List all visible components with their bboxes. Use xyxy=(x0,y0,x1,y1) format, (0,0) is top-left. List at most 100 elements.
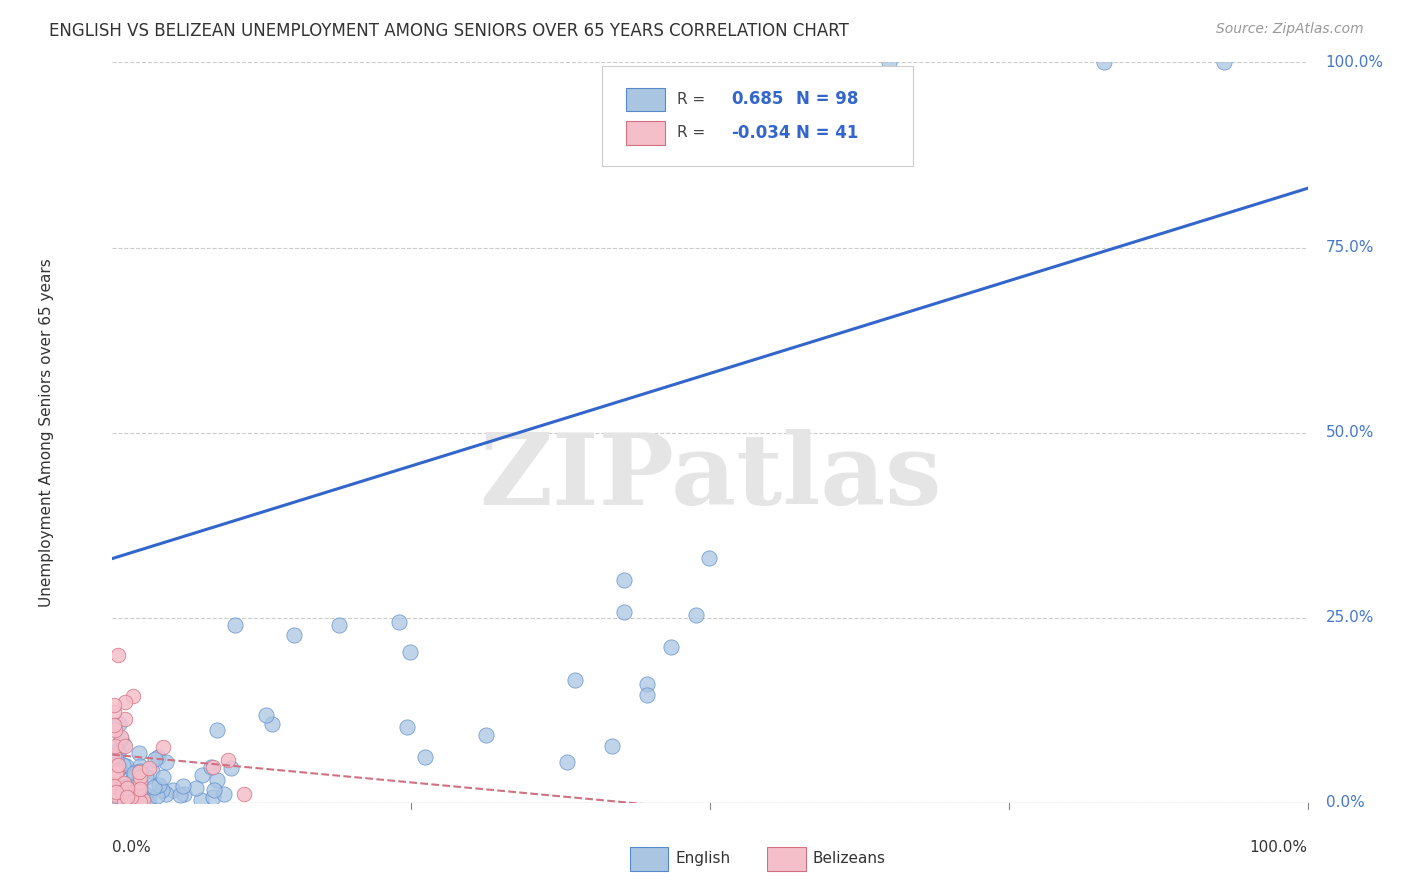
Point xyxy=(115,793,138,807)
Point xyxy=(128,795,150,809)
Point xyxy=(128,777,150,791)
Point xyxy=(202,783,225,797)
Point xyxy=(110,732,132,747)
Point xyxy=(105,784,128,798)
Point xyxy=(103,705,125,719)
Point xyxy=(107,746,129,760)
Point xyxy=(142,780,165,794)
Point xyxy=(114,695,136,709)
Point xyxy=(129,759,152,773)
Point xyxy=(103,723,125,737)
Text: -0.034: -0.034 xyxy=(731,124,792,142)
Point xyxy=(103,698,125,712)
Point xyxy=(224,618,246,632)
Point xyxy=(112,795,135,809)
Point xyxy=(103,787,125,801)
Point xyxy=(104,784,127,798)
Point xyxy=(138,761,160,775)
Text: N = 98: N = 98 xyxy=(796,90,859,109)
Point xyxy=(233,787,256,801)
FancyBboxPatch shape xyxy=(627,87,665,112)
Point xyxy=(135,795,157,809)
Point xyxy=(107,716,129,731)
Text: N = 41: N = 41 xyxy=(796,124,859,142)
Point xyxy=(111,794,134,808)
Point xyxy=(254,708,277,723)
Point xyxy=(388,615,411,630)
Point xyxy=(143,752,166,766)
Point xyxy=(121,780,143,794)
Point xyxy=(107,764,129,778)
Point xyxy=(128,764,150,778)
Point xyxy=(121,689,143,703)
Text: Unemployment Among Seniors over 65 years: Unemployment Among Seniors over 65 years xyxy=(39,259,55,607)
Point xyxy=(613,605,636,619)
Point xyxy=(150,783,173,797)
Point xyxy=(103,793,125,807)
Point xyxy=(104,752,127,766)
Text: 0.685: 0.685 xyxy=(731,90,785,109)
Point xyxy=(205,723,228,737)
Point xyxy=(107,757,129,772)
Point xyxy=(148,778,170,792)
Point xyxy=(103,779,125,793)
Text: 0.0%: 0.0% xyxy=(112,840,152,855)
Point xyxy=(146,789,169,804)
Point xyxy=(155,755,177,769)
Point xyxy=(141,764,163,778)
Point xyxy=(697,550,720,565)
Point xyxy=(413,749,436,764)
Point xyxy=(110,730,132,744)
Point xyxy=(103,739,125,753)
Point xyxy=(129,788,152,802)
Point xyxy=(134,770,156,784)
Point xyxy=(205,773,228,788)
Point xyxy=(636,688,658,702)
Point xyxy=(103,795,125,809)
Point xyxy=(103,780,125,794)
Point xyxy=(103,748,125,763)
Point xyxy=(202,760,225,774)
Point xyxy=(212,787,235,801)
Point xyxy=(152,740,174,755)
Point xyxy=(114,788,136,802)
Point xyxy=(600,739,623,753)
Point xyxy=(173,787,195,801)
Point xyxy=(117,790,139,805)
Point xyxy=(475,728,498,742)
Text: English: English xyxy=(675,851,731,866)
Point xyxy=(103,771,125,785)
Point xyxy=(118,790,141,805)
Point xyxy=(613,574,636,588)
Point xyxy=(128,765,150,780)
Point xyxy=(129,795,152,809)
Point xyxy=(129,770,152,784)
Point xyxy=(103,718,125,732)
Text: Source: ZipAtlas.com: Source: ZipAtlas.com xyxy=(1216,22,1364,37)
Point xyxy=(659,640,682,654)
Point xyxy=(399,645,422,659)
Point xyxy=(152,770,174,784)
Point xyxy=(120,790,142,805)
Text: 0.0%: 0.0% xyxy=(1326,796,1364,810)
Point xyxy=(103,779,125,793)
Point xyxy=(115,781,138,796)
Point xyxy=(328,618,350,632)
Point xyxy=(172,780,194,794)
Point xyxy=(138,793,160,807)
Text: 100.0%: 100.0% xyxy=(1326,55,1384,70)
Point xyxy=(115,759,138,773)
Text: R =: R = xyxy=(676,125,710,140)
Text: 75.0%: 75.0% xyxy=(1326,240,1374,255)
Point xyxy=(118,787,141,801)
Point xyxy=(128,775,150,789)
Point xyxy=(169,788,191,802)
Point xyxy=(190,793,212,807)
Point xyxy=(111,737,134,751)
Point xyxy=(117,786,139,800)
Point xyxy=(107,743,129,757)
Point xyxy=(111,780,134,795)
Point xyxy=(107,648,129,662)
Text: 100.0%: 100.0% xyxy=(1250,840,1308,855)
Point xyxy=(114,712,136,726)
